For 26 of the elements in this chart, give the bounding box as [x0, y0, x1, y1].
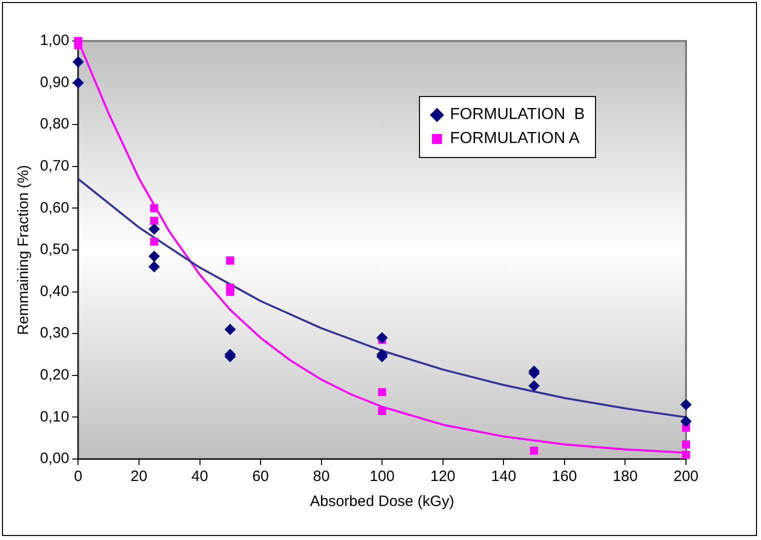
x-tick-label: 0: [74, 468, 82, 486]
x-tick-label: 160: [552, 468, 577, 486]
x-tick-label: 140: [491, 468, 516, 486]
y-tick-label: 0,60: [40, 199, 70, 216]
y-tick-label: 0,50: [40, 241, 70, 258]
x-tick-label: 40: [191, 468, 208, 486]
legend-label: FORMULATION A: [450, 129, 580, 149]
x-tick-label: 120: [430, 468, 456, 486]
x-axis-title: Absorbed Dose (kGy): [310, 493, 454, 510]
y-axis-title: Remmaining Fraction (%): [15, 164, 32, 336]
x-tick-label: 80: [312, 468, 330, 486]
x-tick-label: 60: [252, 468, 269, 486]
y-tick-label: 0,30: [40, 324, 70, 342]
y-tick-label: 0,20: [40, 366, 70, 384]
x-tick-label: 180: [612, 468, 638, 486]
y-tick-label: 0,70: [40, 158, 70, 175]
y-tick-label: 0,80: [40, 116, 70, 133]
x-tick-label: 20: [130, 468, 148, 486]
y-tick-label: 1,00: [40, 32, 70, 50]
x-tick-label: 100: [370, 468, 395, 486]
legend-label: FORMULATION B: [450, 105, 585, 125]
y-tick-label: 0,10: [40, 408, 70, 426]
y-tick-label: 0,90: [40, 74, 70, 91]
y-tick-label: 0,00: [40, 450, 70, 468]
y-tick-label: 0,40: [40, 282, 70, 300]
x-tick-label: 200: [673, 468, 699, 486]
